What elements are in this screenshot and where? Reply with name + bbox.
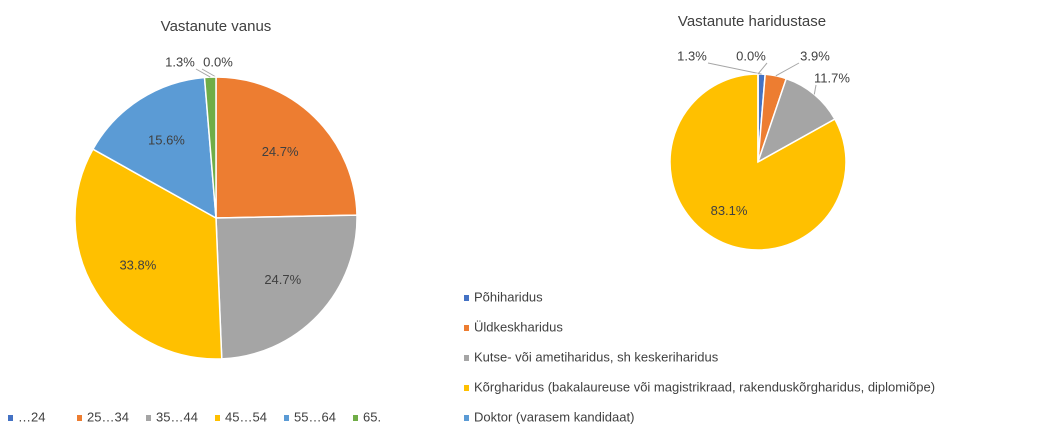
legend-label: 45…54 — [225, 409, 267, 424]
leader-line — [757, 62, 768, 75]
data-label: 1.3% — [677, 48, 707, 63]
pie-slice — [91, 76, 217, 220]
chart-title: Vastanute haridustase — [678, 13, 826, 30]
data-label: 24.7% — [264, 272, 301, 287]
legend-label: 65. — [363, 409, 381, 424]
leader-line — [775, 62, 800, 77]
data-label: 0.0% — [203, 54, 233, 69]
legend-label: Doktor (varasem kandidaat) — [474, 409, 634, 424]
legend-marker — [353, 415, 358, 421]
data-label: 1.3% — [165, 54, 195, 69]
data-label: 11.7% — [814, 70, 850, 85]
legend-label: 35…44 — [156, 409, 198, 424]
legend-marker — [464, 325, 469, 331]
legend-label: Üldkeskharidus — [474, 319, 563, 334]
legend-label: Kutse- või ametiharidus, sh keskeriharid… — [474, 349, 719, 364]
data-label: 0.0% — [736, 48, 766, 63]
legend-label: 25…34 — [87, 409, 129, 424]
legend-label: Kõrgharidus (bakalaureuse või magistrikr… — [474, 379, 935, 394]
legend-marker — [146, 415, 151, 421]
legend-marker — [464, 295, 469, 301]
data-label: 15.6% — [148, 132, 185, 147]
legend-label: Põhiharidus — [474, 289, 543, 304]
leader-line — [195, 68, 211, 78]
data-label: 3.9% — [800, 48, 830, 63]
data-label: 33.8% — [119, 257, 156, 272]
legend-marker — [464, 415, 469, 421]
legend-marker — [215, 415, 220, 421]
legend-marker — [464, 355, 469, 361]
data-label: 24.7% — [262, 144, 299, 159]
pie-slice — [756, 77, 836, 164]
pie-slice — [215, 214, 358, 360]
legend-marker — [77, 415, 82, 421]
chart-title: Vastanute vanus — [161, 18, 272, 35]
legend-marker — [284, 415, 289, 421]
pie-slice — [215, 76, 358, 219]
legend-marker — [8, 415, 13, 421]
legend-label: 55…64 — [294, 409, 336, 424]
legend-marker — [464, 385, 469, 391]
pie-slice — [74, 148, 223, 360]
leader-line — [707, 62, 762, 75]
legend-label: …24 — [18, 409, 45, 424]
data-label: 83.1% — [711, 203, 748, 218]
leader-line — [201, 68, 217, 78]
leader-line — [813, 84, 817, 95]
